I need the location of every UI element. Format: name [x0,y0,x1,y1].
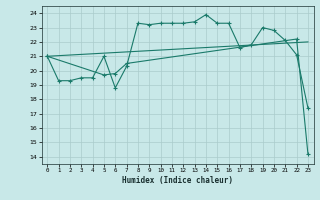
X-axis label: Humidex (Indice chaleur): Humidex (Indice chaleur) [122,176,233,185]
